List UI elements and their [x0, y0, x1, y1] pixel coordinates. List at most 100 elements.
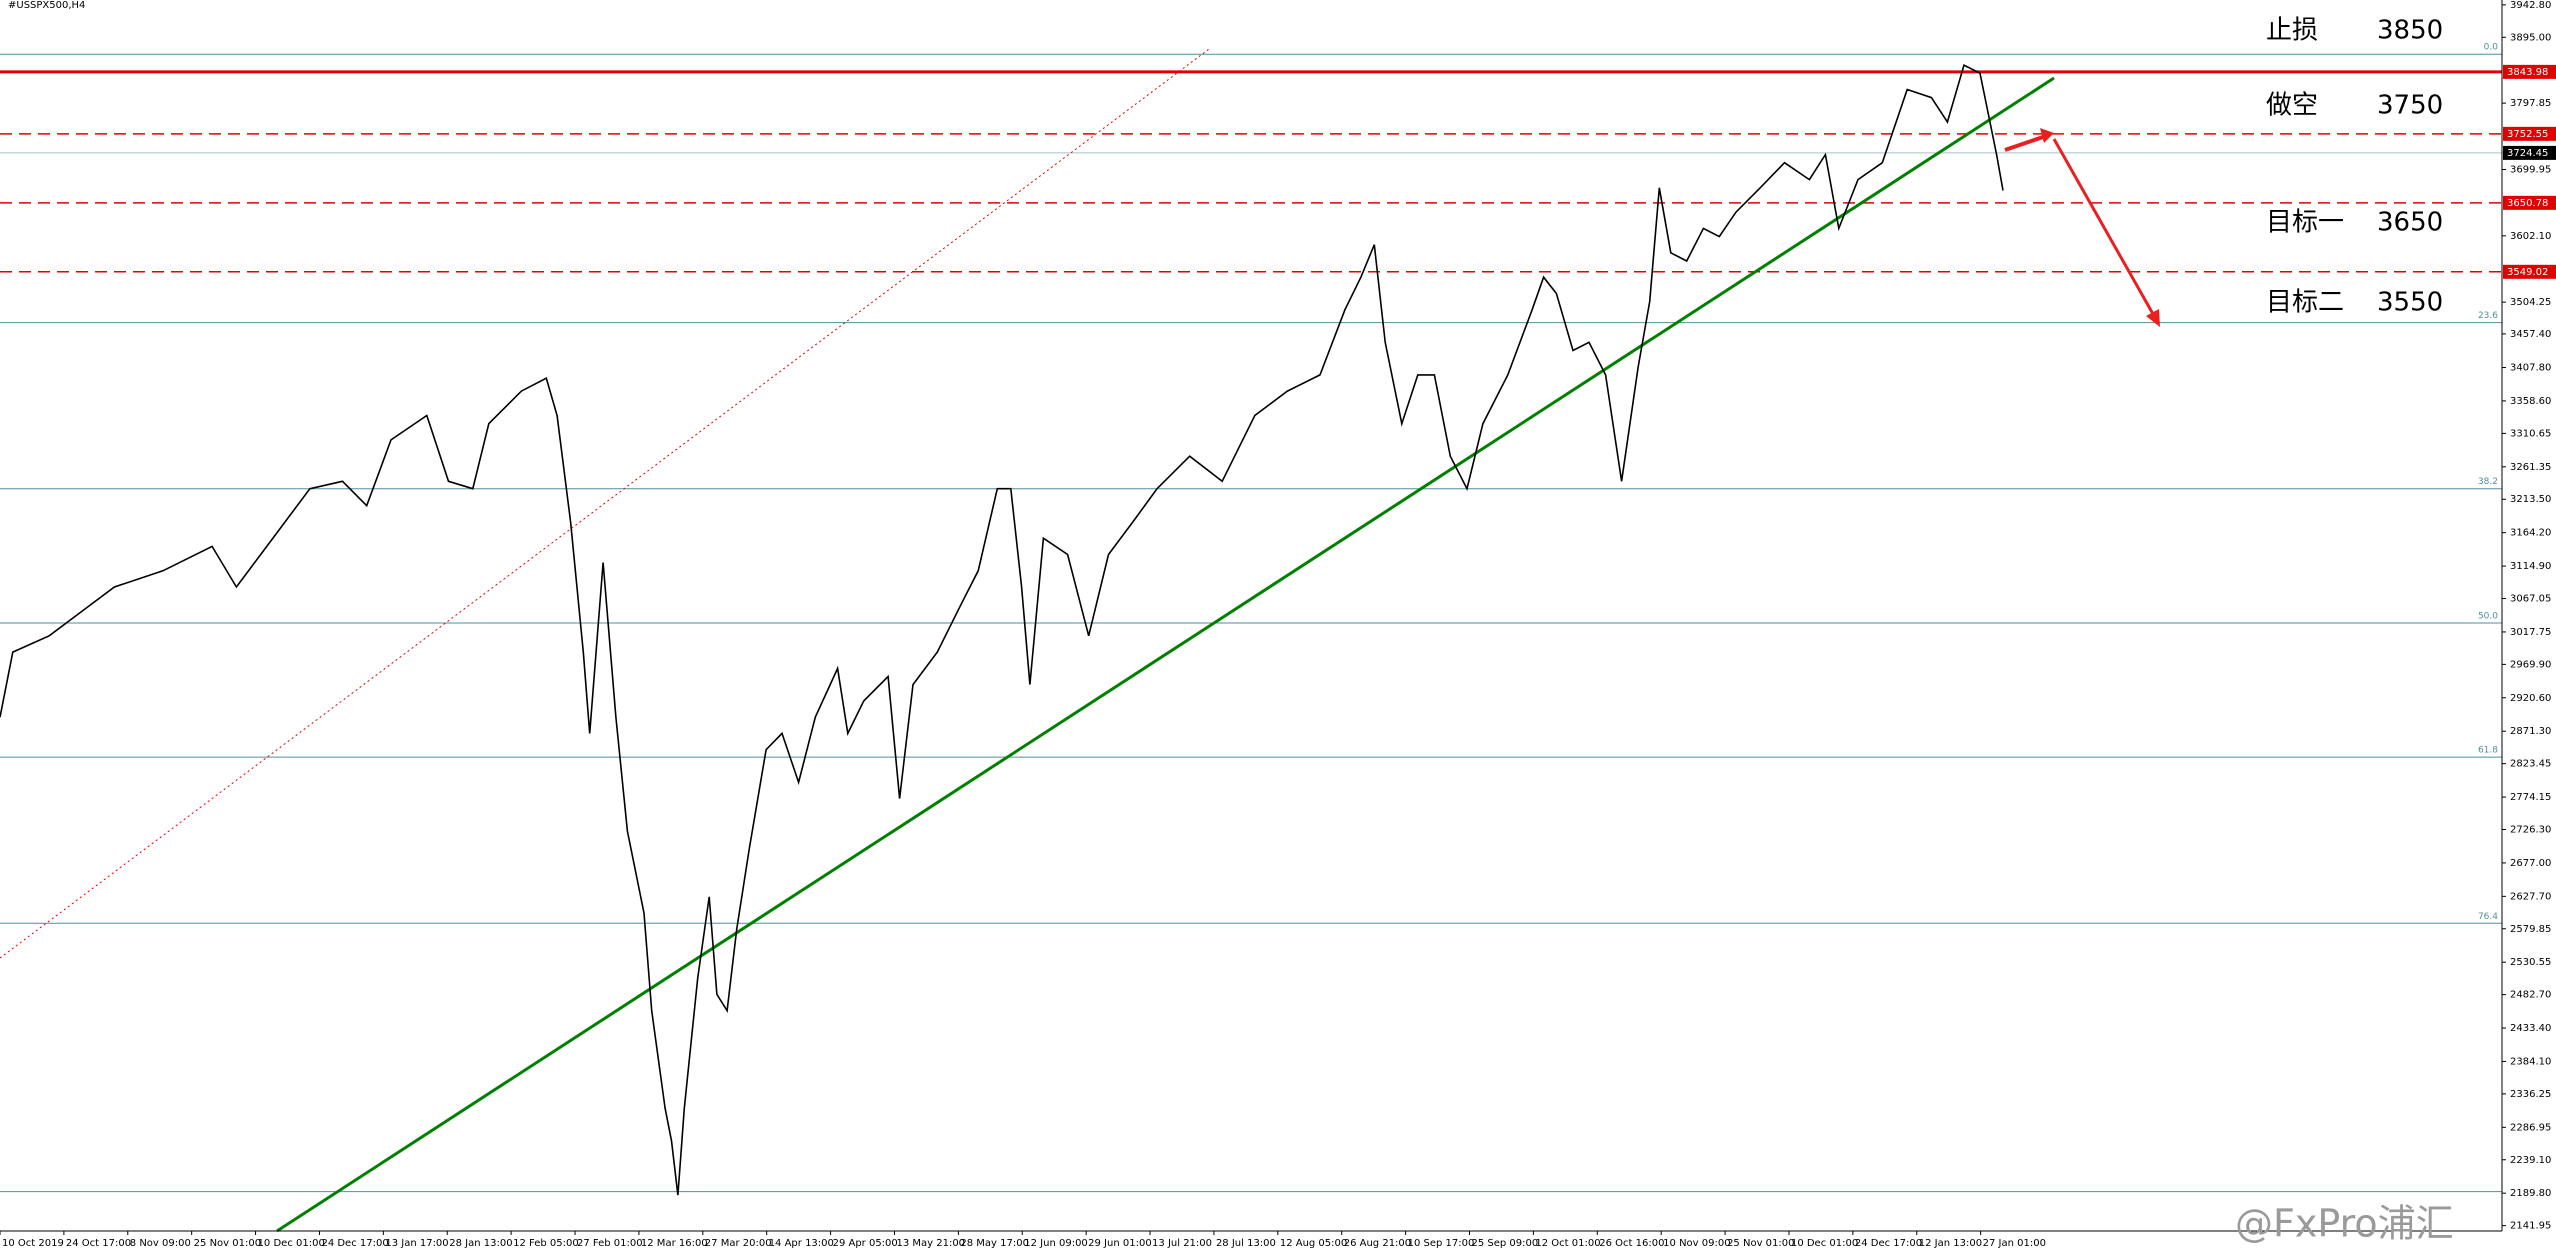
annotation-label: 目标一: [2266, 208, 2344, 238]
annotation-label: 目标二: [2266, 288, 2344, 318]
arrow-head: [2040, 128, 2054, 143]
y-tick-label: 2726.30: [2510, 825, 2551, 836]
x-tick-label: 25 Nov 01:00: [194, 1238, 261, 1249]
price-tag: [2503, 264, 2556, 279]
y-tick-label: 2823.45: [2510, 759, 2551, 770]
y-tick-label: 3602.10: [2510, 231, 2551, 242]
x-tick-label: 27 Jan 01:00: [1983, 1238, 2046, 1249]
x-tick-label: 25 Sep 09:00: [1472, 1238, 1539, 1249]
x-tick-label: 28 Jul 13:00: [1216, 1238, 1276, 1249]
x-tick-label: 29 Jun 01:00: [1088, 1238, 1152, 1249]
fib-label: 38.2: [2478, 477, 2498, 487]
y-tick-label: 2579.85: [2510, 924, 2551, 935]
y-tick-label: 2336.25: [2510, 1089, 2551, 1100]
fib-label: 61.8: [2478, 746, 2498, 756]
y-tick-label: 3213.50: [2510, 494, 2551, 505]
price-tag: [2503, 195, 2556, 210]
y-tick-label: 3114.90: [2510, 561, 2551, 572]
y-tick-label: 2141.95: [2510, 1221, 2551, 1232]
y-tick-label: 2627.70: [2510, 891, 2551, 902]
y-tick-label: 2530.55: [2510, 957, 2551, 968]
y-tick-label: 2384.10: [2510, 1056, 2551, 1067]
price-tag-label: 3650.78: [2507, 198, 2548, 209]
x-tick-label: 14 Apr 13:00: [769, 1238, 834, 1249]
x-tick-label: 8 Nov 09:00: [130, 1238, 191, 1249]
x-tick-label: 12 Jan 13:00: [1919, 1238, 1982, 1249]
fib-label: 0.0: [2484, 43, 2499, 53]
channel-line: [0, 48, 1210, 959]
y-tick-label: 2677.00: [2510, 858, 2551, 869]
y-tick-label: 3895.00: [2510, 32, 2551, 43]
y-tick-label: 3017.75: [2510, 627, 2551, 638]
x-tick-label: 27 Feb 01:00: [577, 1238, 643, 1249]
y-tick-label: 3407.80: [2510, 363, 2551, 374]
price-tag-label: 3724.45: [2507, 148, 2548, 159]
x-tick-label: 28 May 17:00: [960, 1238, 1029, 1249]
x-tick-label: 24 Dec 17:00: [321, 1238, 388, 1249]
y-tick-label: 3310.65: [2510, 428, 2551, 439]
annotation-label: 做空: [2266, 91, 2318, 121]
x-tick-label: 29 Apr 05:00: [833, 1238, 898, 1249]
x-tick-label: 12 Mar 16:00: [641, 1238, 708, 1249]
x-tick-label: 12 Feb 05:00: [513, 1238, 579, 1249]
fib-label: 50.0: [2478, 611, 2498, 621]
x-tick-label: 26 Oct 16:00: [1599, 1238, 1664, 1249]
arrow: [2052, 138, 2155, 315]
x-tick-label: 10 Dec 01:00: [1791, 1238, 1858, 1249]
y-tick-label: 2969.90: [2510, 659, 2551, 670]
x-tick-label: 13 Jan 17:00: [385, 1238, 448, 1249]
fib-label: 23.6: [2478, 311, 2498, 321]
price-tag-label: 3549.02: [2507, 267, 2548, 278]
y-tick-label: 3067.05: [2510, 594, 2551, 605]
y-tick-label: 3358.60: [2510, 396, 2551, 407]
y-tick-label: 3261.35: [2510, 462, 2551, 473]
x-tick-label: 24 Dec 17:00: [1855, 1238, 1922, 1249]
fib-label: 76.4: [2478, 912, 2498, 922]
y-tick-label: 2239.10: [2510, 1155, 2551, 1166]
price-tag: [2503, 64, 2556, 79]
annotation-value: 3750: [2377, 91, 2443, 121]
price-tag-label: 3843.98: [2507, 67, 2548, 78]
y-tick-label: 2482.70: [2510, 990, 2551, 1001]
x-tick-label: 12 Jun 09:00: [1024, 1238, 1088, 1249]
x-tick-label: 13 Jul 21:00: [1152, 1238, 1212, 1249]
x-tick-label: 12 Oct 01:00: [1535, 1238, 1600, 1249]
x-tick-label: 10 Oct 2019: [2, 1238, 64, 1249]
x-tick-label: 24 Oct 17:00: [66, 1238, 131, 1249]
x-tick-label: 10 Dec 01:00: [258, 1238, 325, 1249]
x-tick-label: 10 Sep 17:00: [1408, 1238, 1475, 1249]
y-tick-label: 2920.60: [2510, 693, 2551, 704]
y-tick-label: 3699.95: [2510, 164, 2551, 175]
x-tick-label: 25 Nov 01:00: [1727, 1238, 1794, 1249]
watermark: @FxPro浦汇: [2235, 1202, 2454, 1246]
price-tag: [2503, 126, 2556, 141]
price-tag-label: 3752.55: [2507, 129, 2548, 140]
price-tag: [2503, 145, 2556, 160]
x-tick-label: 10 Nov 09:00: [1663, 1238, 1730, 1249]
annotation-value: 3650: [2377, 208, 2443, 238]
y-tick-label: 2189.80: [2510, 1188, 2551, 1199]
annotation-value: 3850: [2377, 16, 2443, 46]
y-tick-label: 2774.15: [2510, 792, 2551, 803]
annotation-label: 止损: [2266, 16, 2318, 46]
y-tick-label: 3164.20: [2510, 528, 2551, 539]
x-tick-label: 28 Jan 13:00: [449, 1238, 512, 1249]
y-tick-label: 2433.40: [2510, 1023, 2551, 1034]
arrow-head: [2146, 309, 2160, 327]
x-tick-label: 26 Aug 21:00: [1344, 1238, 1411, 1249]
y-tick-label: 2286.95: [2510, 1122, 2551, 1133]
arrow: [2004, 134, 2047, 152]
annotation-value: 3550: [2377, 288, 2443, 318]
y-tick-label: 3942.80: [2510, 0, 2551, 11]
price-line: [0, 63, 2004, 1196]
y-tick-label: 3457.40: [2510, 329, 2551, 340]
x-tick-label: 12 Aug 05:00: [1280, 1238, 1347, 1249]
y-tick-label: 3504.25: [2510, 297, 2551, 308]
y-tick-label: 3797.85: [2510, 98, 2551, 109]
trend-line: [276, 76, 2055, 1233]
x-tick-label: 27 Mar 20:00: [705, 1238, 772, 1249]
y-tick-label: 2871.30: [2510, 726, 2551, 737]
